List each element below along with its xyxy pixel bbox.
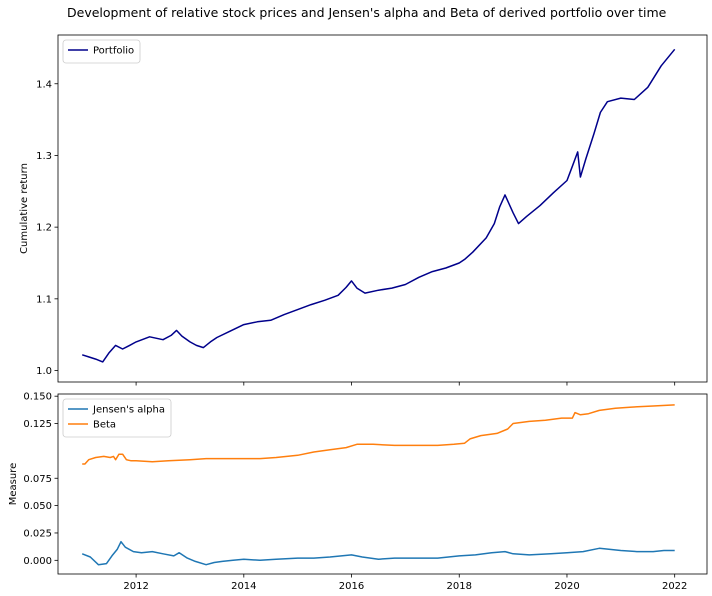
axes-frame: [57, 34, 708, 383]
y-axis-label: Measure: [8, 463, 19, 506]
legend-label: Beta: [93, 420, 116, 431]
figure-title: Development of relative stock prices and…: [67, 5, 667, 20]
cumulative-return-panel: 1.0 1.1 1.2 1.3 1.4 Cumulative return Portfoli…: [19, 34, 708, 386]
portfolio-line: [81, 48, 676, 363]
x-tick-label: 2022: [662, 581, 687, 592]
y-tick-label: 0.125: [23, 419, 52, 430]
beta-line: [82, 404, 675, 465]
jensen-s-alpha-line: [81, 540, 675, 566]
x-tick-label: 2012: [123, 581, 148, 592]
y-axis-label: Cumulative return: [19, 163, 30, 254]
y-tick-label: 1.2: [36, 223, 52, 234]
x-tick-label: 2014: [231, 581, 256, 592]
y-tick-label: 0.000: [23, 556, 52, 567]
measure-panel: 0.000 0.025 0.050 0.075 0.125 0.150 2012 2014 20…: [8, 392, 708, 592]
y-tick-label: 1.3: [36, 151, 52, 162]
y-tick-label: 0.025: [23, 528, 52, 539]
y-tick-label: 0.075: [23, 474, 52, 485]
x-tick-label: 2018: [447, 581, 472, 592]
axes-frame: [57, 393, 708, 575]
legend-box: [62, 39, 141, 64]
legend-label: Jensen's alpha: [92, 405, 165, 416]
y-tick-label: 1.0: [36, 366, 52, 377]
legend-label: Portfolio: [93, 46, 134, 57]
x-tick-label: 2016: [339, 581, 364, 592]
x-tick-label: 2020: [554, 581, 579, 592]
y-tick-label: 1.4: [36, 79, 52, 90]
y-tick-label: 1.1: [36, 294, 52, 305]
legend-box: [62, 398, 172, 438]
y-tick-label: 0.050: [23, 501, 52, 512]
y-tick-label: 0.150: [23, 392, 52, 403]
